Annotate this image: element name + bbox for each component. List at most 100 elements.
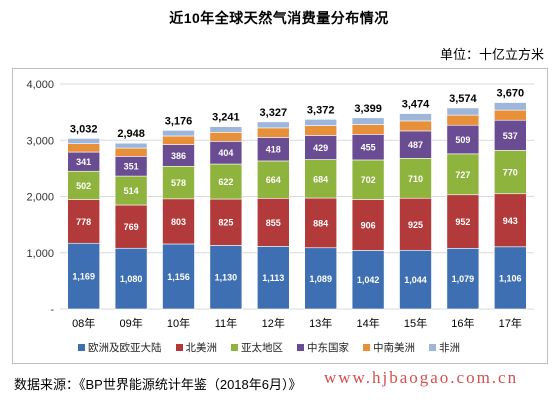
bar-segment bbox=[446, 107, 480, 116]
legend-swatch bbox=[429, 344, 436, 351]
bar-segment bbox=[351, 250, 385, 310]
chart-title: 近10年全球天然气消费量分布情况 bbox=[169, 10, 389, 26]
data-label: 803 bbox=[171, 217, 186, 227]
legend-swatch bbox=[297, 344, 304, 351]
bar-segment bbox=[209, 126, 243, 133]
data-label: 455 bbox=[361, 143, 376, 153]
legend-swatch bbox=[78, 344, 85, 351]
data-label: 884 bbox=[313, 218, 328, 228]
bar-segment bbox=[209, 132, 243, 142]
bar-segment bbox=[351, 117, 385, 125]
bar-segment bbox=[256, 246, 290, 310]
data-label: 404 bbox=[218, 148, 233, 158]
data-label: 1,089 bbox=[309, 274, 332, 284]
data-label: 925 bbox=[408, 220, 423, 230]
bar-segment bbox=[256, 127, 290, 138]
x-tick-label: 15年 bbox=[404, 316, 427, 330]
total-label: 3,399 bbox=[354, 103, 382, 115]
data-label: 386 bbox=[171, 151, 186, 161]
legend-item: 北美洲 bbox=[175, 340, 218, 355]
bar-segment bbox=[209, 198, 243, 246]
bar-segment bbox=[446, 248, 480, 310]
data-label: 487 bbox=[408, 140, 423, 150]
data-label: 1,042 bbox=[357, 275, 380, 285]
bar-segment bbox=[67, 170, 100, 200]
y-tick-label: 1,000 bbox=[26, 248, 54, 260]
bar-segment bbox=[493, 246, 527, 310]
total-label: 3,574 bbox=[449, 93, 477, 105]
legend-swatch bbox=[231, 344, 238, 351]
bar-segment bbox=[209, 163, 243, 200]
x-tick-label: 13年 bbox=[309, 316, 332, 330]
y-tick-label: 2,000 bbox=[26, 192, 54, 204]
bar-segment bbox=[304, 125, 338, 136]
unit-label: 单位：十亿立方米 bbox=[439, 47, 544, 62]
legend-label: 北美洲 bbox=[185, 342, 218, 354]
data-label: 578 bbox=[171, 178, 186, 188]
x-tick-label: 11年 bbox=[215, 316, 237, 330]
data-label: 943 bbox=[503, 216, 518, 226]
bar-segment bbox=[67, 138, 100, 144]
y-tick-label: - bbox=[50, 304, 54, 316]
data-label: 769 bbox=[124, 222, 139, 232]
total-label: 2,948 bbox=[117, 128, 145, 140]
bar-segment bbox=[446, 124, 480, 155]
bar-segment bbox=[493, 193, 527, 248]
bar-segment bbox=[162, 243, 195, 310]
data-label: 727 bbox=[455, 170, 470, 180]
bar-segment bbox=[351, 199, 385, 251]
data-label: 622 bbox=[218, 177, 233, 187]
bar-segment bbox=[446, 114, 480, 126]
data-label: 351 bbox=[124, 162, 139, 172]
data-label: 710 bbox=[408, 174, 423, 184]
total-label: 3,372 bbox=[307, 104, 335, 116]
bar-segment bbox=[351, 134, 385, 161]
data-label: 1,169 bbox=[72, 272, 95, 282]
data-label: 1,156 bbox=[167, 272, 190, 282]
bar-segment bbox=[399, 113, 432, 122]
legend-label: 中南美洲 bbox=[373, 342, 415, 354]
bar-segment bbox=[399, 249, 432, 310]
bar-segment bbox=[446, 194, 480, 249]
total-label: 3,327 bbox=[260, 107, 288, 119]
data-label: 341 bbox=[76, 157, 91, 167]
data-label: 429 bbox=[313, 143, 328, 153]
bar-segment bbox=[304, 159, 338, 199]
legend-label: 非洲 bbox=[439, 342, 460, 354]
x-tick-label: 09年 bbox=[119, 316, 142, 330]
data-label: 514 bbox=[124, 186, 139, 196]
total-label: 3,176 bbox=[165, 115, 193, 127]
x-tick-label: 12年 bbox=[262, 316, 285, 330]
total-label: 3,474 bbox=[402, 99, 430, 111]
data-label: 906 bbox=[361, 220, 376, 230]
legend-item: 欧洲及欧亚大陆 bbox=[78, 340, 162, 355]
bar-segment bbox=[114, 204, 148, 249]
data-label: 684 bbox=[313, 174, 328, 184]
bar-segment bbox=[351, 124, 385, 135]
bar-segment bbox=[493, 119, 527, 151]
total-label: 3,670 bbox=[497, 88, 525, 100]
data-label: 952 bbox=[455, 217, 470, 227]
data-label: 509 bbox=[455, 135, 470, 145]
legend: 欧洲及欧亚大陆 北美洲 亚太地区 中东国家 中南美洲 非洲 bbox=[78, 340, 460, 355]
watermark: www.hjbaogao.com.cn bbox=[324, 368, 519, 387]
bar-segment bbox=[209, 245, 243, 310]
bar-segment bbox=[256, 160, 290, 199]
data-label: 1,130 bbox=[215, 273, 238, 283]
bar-segment bbox=[351, 159, 385, 200]
legend-label: 欧洲及欧亚大陆 bbox=[88, 342, 162, 354]
total-label: 3,032 bbox=[70, 123, 98, 135]
x-tick-label: 17年 bbox=[499, 316, 522, 330]
y-tick-label: 3,000 bbox=[26, 135, 54, 147]
legend-swatch bbox=[175, 344, 183, 351]
data-label: 1,106 bbox=[499, 273, 522, 283]
legend-label: 亚太地区 bbox=[241, 342, 283, 354]
x-tick-label: 14年 bbox=[356, 316, 379, 330]
legend-item: 中东国家 bbox=[297, 340, 349, 355]
legend-item: 亚太地区 bbox=[231, 340, 283, 355]
bar-segment bbox=[256, 121, 290, 129]
bar-segment bbox=[114, 175, 148, 206]
bar-segment bbox=[67, 143, 100, 153]
data-label: 664 bbox=[266, 175, 281, 185]
data-label: 502 bbox=[76, 181, 91, 191]
